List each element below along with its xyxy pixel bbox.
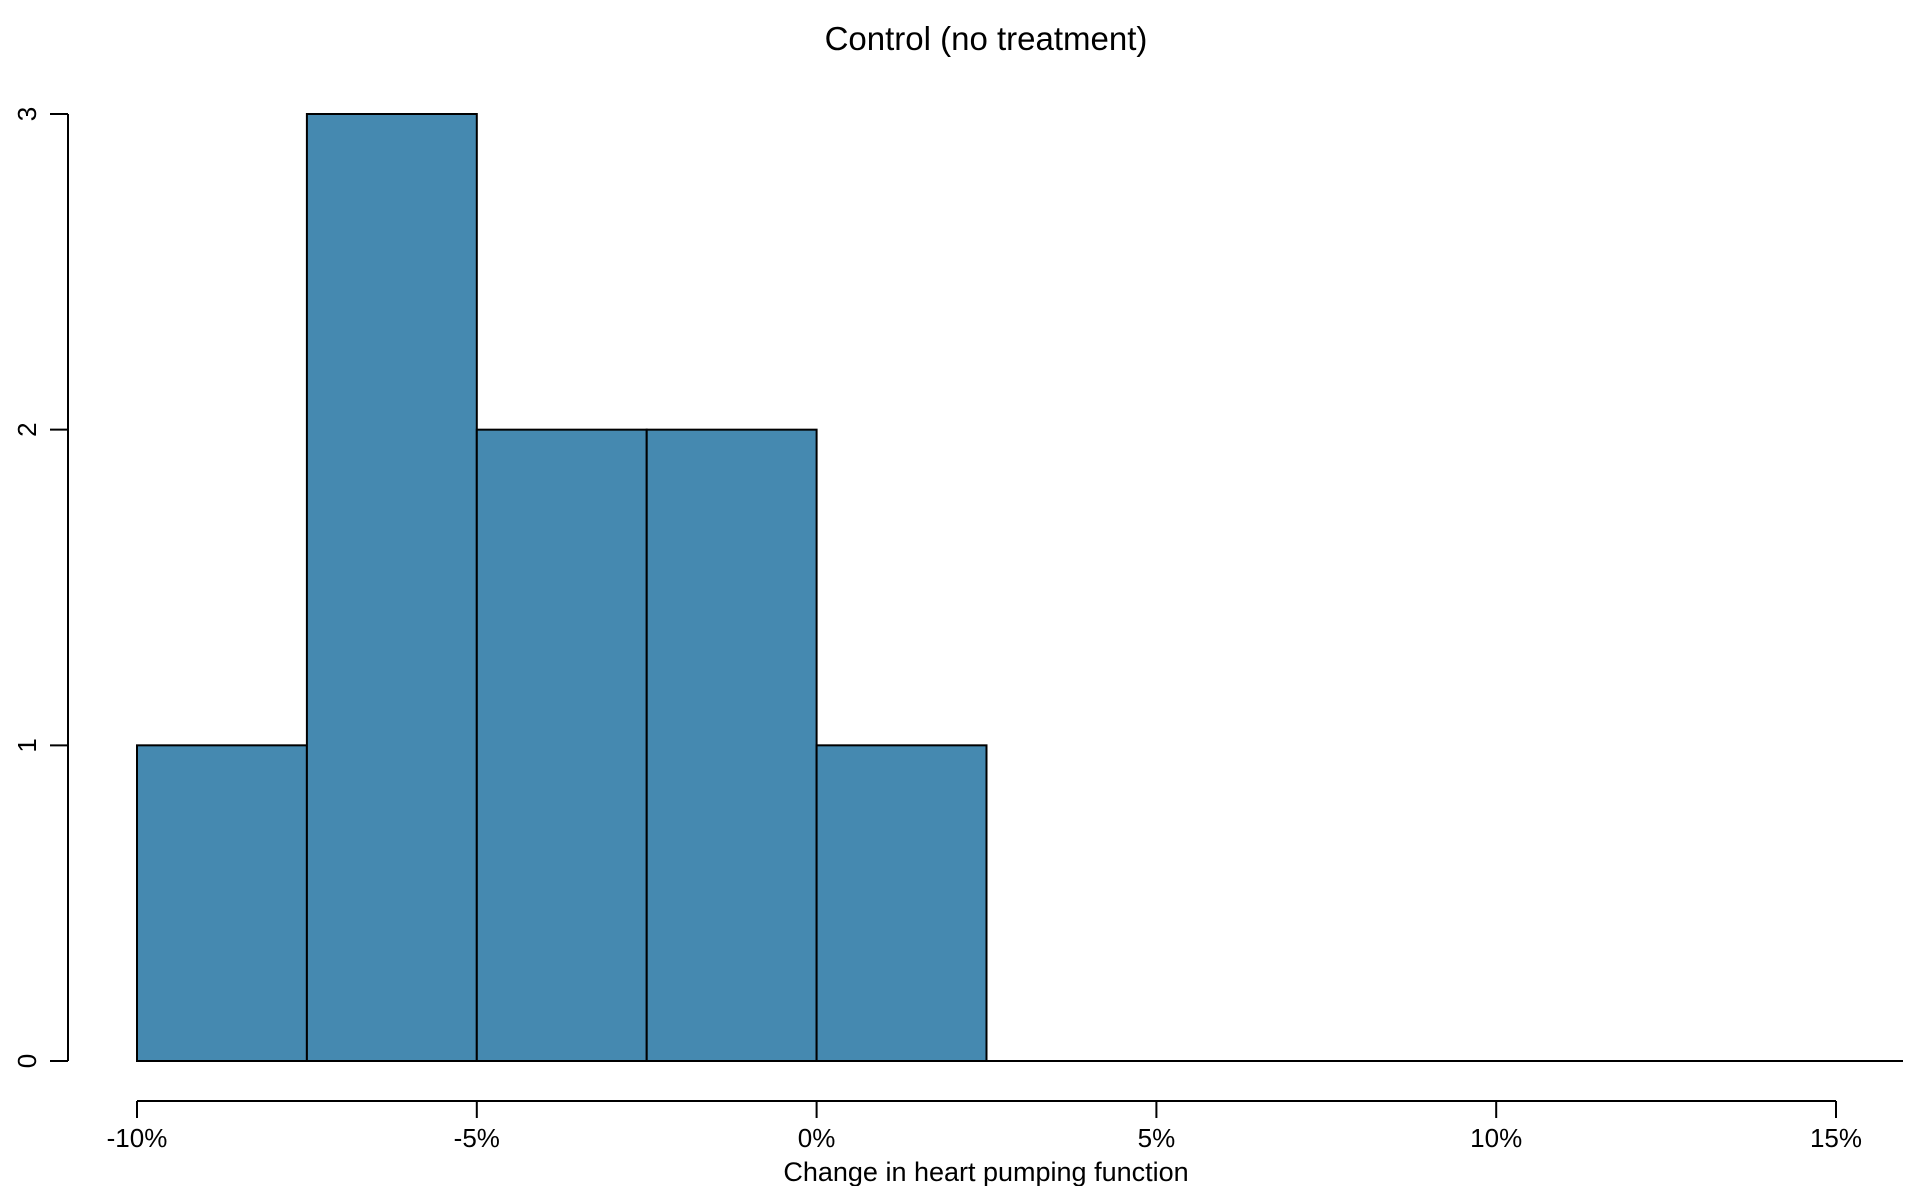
x-axis: -10% -5% 0% 5% 10% 15%	[107, 1100, 1862, 1153]
histogram-bar	[815, 744, 988, 1062]
histogram-bar	[136, 744, 308, 1062]
y-tick-label: 3	[12, 107, 42, 121]
histogram-bar	[305, 113, 478, 1062]
x-tick-label: 5%	[1138, 1123, 1176, 1153]
bars-group	[136, 113, 1903, 1062]
x-tick-label: 15%	[1810, 1123, 1862, 1153]
x-tick-label: 0%	[798, 1123, 836, 1153]
y-tick-label: 1	[12, 738, 42, 752]
y-axis: 0 1 2 3	[12, 107, 69, 1068]
histogram-bar	[475, 428, 648, 1062]
x-tick-label: -10%	[107, 1123, 168, 1153]
x-tick-label: 10%	[1470, 1123, 1522, 1153]
histogram-bar	[645, 428, 818, 1062]
y-tick-label: 2	[12, 422, 42, 436]
x-axis-title: Change in heart pumping function	[783, 1157, 1188, 1186]
y-tick-label: 0	[12, 1054, 42, 1068]
x-tick-label: -5%	[454, 1123, 500, 1153]
chart-title: Control (no treatment)	[825, 20, 1148, 57]
